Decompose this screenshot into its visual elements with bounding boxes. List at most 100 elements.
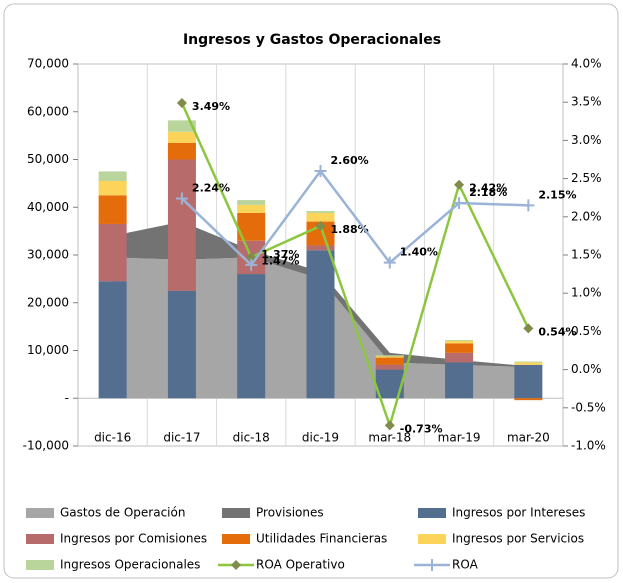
y2-tick-label: -0.5% xyxy=(571,400,606,414)
line xyxy=(180,102,530,430)
bar xyxy=(306,245,335,251)
marker xyxy=(454,179,465,190)
bar xyxy=(98,223,127,282)
bar xyxy=(167,159,196,291)
bar xyxy=(167,131,196,143)
data-label: 2.18% xyxy=(469,186,507,199)
legend-swatch xyxy=(222,534,250,544)
bar xyxy=(375,364,404,370)
bar xyxy=(237,204,266,213)
x-tick-label: mar-19 xyxy=(438,431,481,445)
data-label: 2.15% xyxy=(538,188,576,201)
data-label: 1.40% xyxy=(400,246,438,259)
bar xyxy=(167,142,196,160)
legend-label: Utilidades Financieras xyxy=(256,532,387,546)
bar xyxy=(98,281,127,399)
y2-tick-label: 3.0% xyxy=(571,133,602,147)
x-tick-label: mar-20 xyxy=(507,431,550,445)
bar xyxy=(514,398,543,401)
bar xyxy=(98,171,127,181)
bar xyxy=(445,352,474,363)
legend-label: Ingresos por Comisiones xyxy=(60,532,207,546)
bar xyxy=(306,221,335,246)
data-label: 1.88% xyxy=(331,223,369,236)
bar xyxy=(237,274,266,399)
data-label: 2.42% xyxy=(469,182,507,195)
bar xyxy=(514,361,543,363)
marker xyxy=(245,258,258,271)
bar xyxy=(514,364,543,399)
legend-swatch xyxy=(418,534,446,544)
x-tick-label: dic-19 xyxy=(302,431,339,445)
marker xyxy=(246,252,257,263)
bar xyxy=(306,250,335,399)
marker xyxy=(176,97,187,108)
marker xyxy=(453,197,466,210)
legend-label: ROA xyxy=(452,558,479,572)
y2-tick-label: 4.0% xyxy=(571,57,602,71)
y2-tick-label: 2.5% xyxy=(571,171,602,185)
y-tick-label: -10,000 xyxy=(23,439,69,453)
y2-tick-label: -1.0% xyxy=(571,439,606,453)
y2-tick-label: 3.5% xyxy=(571,95,602,109)
y2-tick-label: 1.5% xyxy=(571,248,602,262)
x-tick-label: dic-17 xyxy=(163,431,200,445)
y-tick-label: 60,000 xyxy=(27,104,69,118)
legend-marker xyxy=(231,560,241,570)
bar xyxy=(167,290,196,399)
bar xyxy=(375,356,404,358)
line xyxy=(181,168,529,267)
marker xyxy=(315,220,326,231)
y-tick-label: 20,000 xyxy=(27,295,69,309)
y2-tick-label: 0.0% xyxy=(571,362,602,376)
legend-marker xyxy=(426,559,438,571)
bar xyxy=(445,339,474,341)
y-tick-label: 10,000 xyxy=(27,343,69,357)
data-label: 2.24% xyxy=(192,181,230,194)
legend-label: Ingresos por Intereses xyxy=(452,506,585,520)
bar xyxy=(306,211,335,213)
y-tick-label: 30,000 xyxy=(27,248,69,262)
data-label: 1.37% xyxy=(261,248,299,261)
x-tick-label: dic-18 xyxy=(233,431,270,445)
data-label: 1.47% xyxy=(261,254,299,267)
bar xyxy=(167,120,196,132)
bar xyxy=(445,343,474,353)
bar xyxy=(237,200,266,205)
x-tick-label: mar-18 xyxy=(368,431,411,445)
legend-swatch xyxy=(26,508,54,518)
legend-label: ROA Operativo xyxy=(256,558,345,572)
bar xyxy=(445,340,474,344)
marker xyxy=(175,192,188,205)
bar xyxy=(98,180,127,196)
bar xyxy=(375,355,404,357)
marker xyxy=(383,256,396,269)
marker xyxy=(314,164,327,177)
legend-swatch xyxy=(222,508,250,518)
data-label: 3.49% xyxy=(192,100,230,113)
y-tick-label: 50,000 xyxy=(27,152,69,166)
y-tick-label: - xyxy=(65,391,69,405)
legend-label: Ingresos por Servicios xyxy=(452,532,584,546)
x-tick-label: dic-16 xyxy=(94,431,131,445)
y2-tick-label: 1.0% xyxy=(571,286,602,300)
chart-title: Ingresos y Gastos Operacionales xyxy=(183,32,441,48)
area xyxy=(112,221,529,368)
data-label: 0.54% xyxy=(538,325,576,338)
marker xyxy=(384,420,395,431)
y-tick-label: 70,000 xyxy=(27,57,69,71)
legend-label: Ingresos Operacionales xyxy=(60,558,200,572)
legend-label: Provisiones xyxy=(256,506,324,520)
y2-tick-label: 0.5% xyxy=(571,324,602,338)
bar xyxy=(445,362,474,399)
legend-swatch xyxy=(26,534,54,544)
bar xyxy=(375,357,404,365)
bar xyxy=(514,362,543,365)
y-tick-label: 40,000 xyxy=(27,200,69,214)
legend-swatch xyxy=(26,560,54,570)
legend-swatch xyxy=(418,508,446,518)
legend-label: Gastos de Operación xyxy=(60,506,185,520)
data-label: 2.60% xyxy=(331,154,369,167)
y2-tick-label: 2.0% xyxy=(571,209,602,223)
